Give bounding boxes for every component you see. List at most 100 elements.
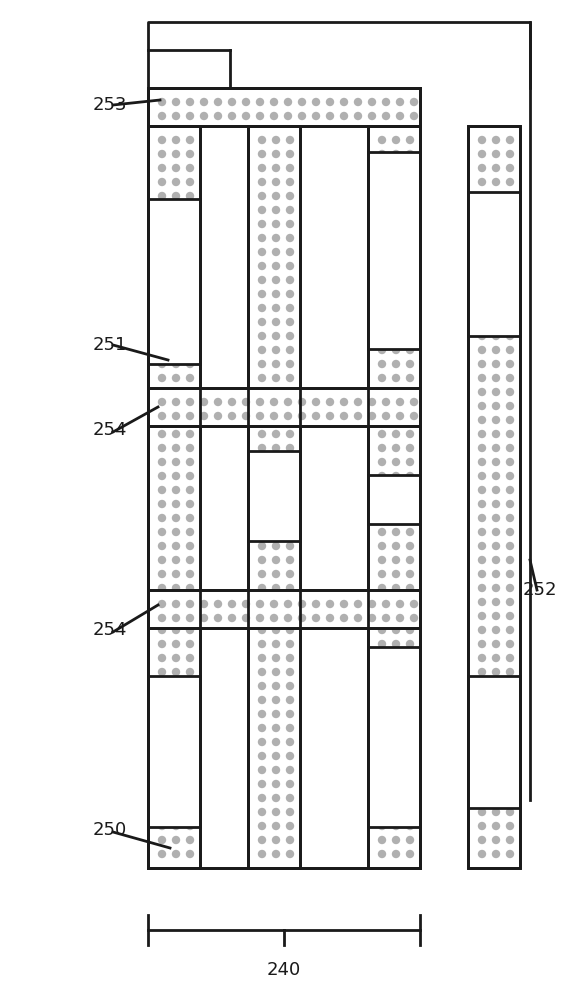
Circle shape	[187, 500, 194, 508]
Circle shape	[479, 780, 486, 788]
Circle shape	[407, 487, 414, 493]
Circle shape	[172, 556, 180, 564]
Circle shape	[259, 304, 266, 312]
Circle shape	[286, 388, 294, 395]
Circle shape	[259, 487, 266, 493]
Circle shape	[229, 600, 236, 607]
Circle shape	[407, 150, 414, 157]
Circle shape	[392, 290, 400, 298]
Circle shape	[382, 600, 389, 607]
Circle shape	[272, 654, 279, 662]
Circle shape	[407, 654, 414, 662]
Circle shape	[492, 570, 499, 578]
Circle shape	[158, 822, 165, 830]
Circle shape	[286, 500, 294, 508]
Text: 250: 250	[93, 821, 127, 839]
Circle shape	[506, 248, 513, 255]
Circle shape	[354, 398, 362, 406]
Circle shape	[272, 347, 279, 354]
Circle shape	[506, 473, 513, 480]
Circle shape	[259, 584, 266, 591]
Circle shape	[378, 626, 385, 634]
Circle shape	[172, 696, 180, 704]
Circle shape	[298, 614, 305, 621]
Text: 254: 254	[93, 621, 127, 639]
Bar	[468, 676, 520, 808]
Circle shape	[479, 850, 486, 857]
Circle shape	[492, 262, 499, 269]
Circle shape	[272, 388, 279, 395]
Circle shape	[492, 221, 499, 228]
Circle shape	[392, 347, 400, 354]
Circle shape	[172, 318, 180, 326]
Circle shape	[172, 598, 180, 605]
Circle shape	[479, 444, 486, 452]
Circle shape	[378, 360, 385, 367]
Circle shape	[407, 360, 414, 367]
Circle shape	[492, 766, 499, 774]
Circle shape	[272, 458, 279, 466]
Circle shape	[187, 794, 194, 802]
Circle shape	[479, 570, 486, 578]
Circle shape	[378, 473, 385, 480]
Circle shape	[411, 398, 418, 406]
Circle shape	[187, 668, 194, 676]
Circle shape	[479, 654, 486, 662]
Circle shape	[378, 164, 385, 172]
Circle shape	[259, 654, 266, 662]
Circle shape	[392, 556, 400, 564]
Circle shape	[286, 654, 294, 662]
Circle shape	[479, 262, 486, 269]
Circle shape	[492, 248, 499, 255]
Circle shape	[392, 276, 400, 284]
Bar	[148, 126, 200, 868]
Circle shape	[172, 207, 180, 214]
Circle shape	[506, 347, 513, 354]
Circle shape	[158, 850, 165, 857]
Circle shape	[259, 766, 266, 774]
Circle shape	[506, 542, 513, 550]
Circle shape	[272, 542, 279, 550]
Circle shape	[378, 290, 385, 298]
Circle shape	[158, 276, 165, 284]
Circle shape	[286, 360, 294, 367]
Circle shape	[506, 262, 513, 269]
Circle shape	[378, 430, 385, 438]
Circle shape	[172, 248, 180, 255]
Circle shape	[200, 112, 207, 119]
Circle shape	[200, 412, 207, 420]
Circle shape	[259, 290, 266, 298]
Circle shape	[407, 836, 414, 844]
Circle shape	[187, 752, 194, 760]
Circle shape	[259, 528, 266, 536]
Circle shape	[407, 164, 414, 172]
Circle shape	[187, 318, 194, 326]
Circle shape	[259, 570, 266, 578]
Circle shape	[492, 304, 499, 312]
Circle shape	[492, 290, 499, 298]
Circle shape	[378, 612, 385, 619]
Circle shape	[187, 556, 194, 564]
Circle shape	[272, 304, 279, 312]
Circle shape	[286, 836, 294, 844]
Circle shape	[286, 207, 294, 214]
Circle shape	[407, 542, 414, 550]
Circle shape	[392, 164, 400, 172]
Circle shape	[407, 850, 414, 857]
Circle shape	[378, 514, 385, 522]
Circle shape	[187, 398, 194, 406]
Circle shape	[506, 416, 513, 424]
Circle shape	[392, 808, 400, 816]
Circle shape	[506, 430, 513, 438]
Circle shape	[286, 444, 294, 452]
Circle shape	[506, 164, 513, 172]
Circle shape	[158, 332, 165, 340]
Circle shape	[506, 402, 513, 410]
Circle shape	[407, 290, 414, 298]
Circle shape	[392, 752, 400, 760]
Circle shape	[479, 514, 486, 522]
Circle shape	[492, 822, 499, 830]
Circle shape	[506, 668, 513, 676]
Circle shape	[286, 668, 294, 676]
Circle shape	[158, 794, 165, 802]
